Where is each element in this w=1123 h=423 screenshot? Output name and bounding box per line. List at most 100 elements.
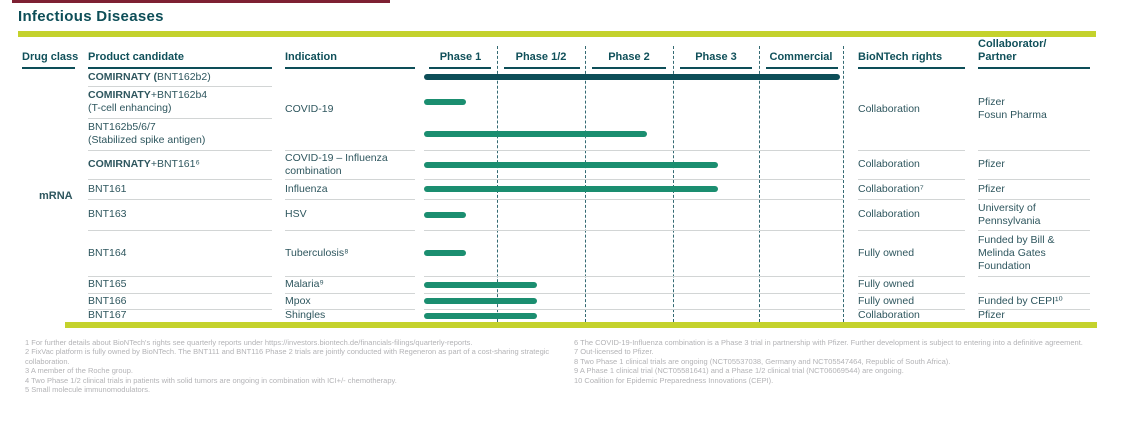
progress-bar xyxy=(424,250,467,256)
phase-divider-dashed xyxy=(585,46,586,322)
column-header-1: Drug class xyxy=(22,51,79,63)
row-separator xyxy=(285,179,415,180)
footnote-item: 7 Out-licensed to Pfizer. xyxy=(574,347,654,357)
product-name-segment: BNT162b2) xyxy=(157,70,211,83)
row-separator xyxy=(424,230,843,231)
phase-divider-dashed xyxy=(759,46,760,322)
column-header-2: Product candidate xyxy=(88,51,184,63)
product-name-segment: +BNT161⁶ xyxy=(150,158,200,170)
row-separator xyxy=(88,179,272,180)
partner-cell: Pfizer xyxy=(978,182,1005,195)
row-separator xyxy=(858,199,965,200)
row-separator xyxy=(858,293,965,294)
row-separator xyxy=(978,276,1090,277)
rights-cell: Collaboration⁷ xyxy=(858,182,924,195)
row-separator xyxy=(285,309,415,310)
phase-divider-dashed xyxy=(843,46,844,322)
indication-cell: COVID-19 – Influenza combination xyxy=(285,151,388,177)
row-separator xyxy=(88,309,272,310)
row-separator xyxy=(285,293,415,294)
product-cell: COMIRNATY (BNT162b2) xyxy=(88,68,274,86)
partner-cell: Funded by Bill & Melinda Gates Foundatio… xyxy=(978,233,1055,272)
rights-cell: Fully owned xyxy=(858,294,915,307)
phase-divider-dashed xyxy=(673,46,674,322)
partner-cell: University of Pennsylvania xyxy=(978,201,1041,227)
drug-class-label: mRNA xyxy=(39,190,73,202)
progress-bar xyxy=(424,282,537,288)
title-divider-bar xyxy=(18,31,1096,37)
indication-cell: Influenza xyxy=(285,182,328,195)
row-separator xyxy=(88,230,272,231)
rights-cell: Fully owned xyxy=(858,246,915,259)
progress-bar xyxy=(424,131,647,137)
column-header-underline xyxy=(766,67,838,69)
row-separator xyxy=(424,150,843,151)
product-name-segment: BNT164 xyxy=(88,246,127,259)
column-header-underline xyxy=(88,67,272,69)
row-separator xyxy=(978,230,1090,231)
row-separator xyxy=(285,276,415,277)
row-separator xyxy=(978,293,1090,294)
footnote-item: 1 For further details about BioNTech's r… xyxy=(25,338,473,347)
product-name-segment: BNT161 xyxy=(88,182,127,195)
row-separator xyxy=(88,293,272,294)
row-separator xyxy=(88,118,272,119)
footnote-item: 5 Small molecule immunomodulators. xyxy=(25,385,151,395)
rights-cell: Collaboration xyxy=(858,158,920,170)
row-separator xyxy=(285,230,415,231)
indication-cell: Malaria⁹ xyxy=(285,278,324,290)
product-cell: BNT166 xyxy=(88,293,274,309)
product-cell: BNT167 xyxy=(88,309,274,322)
column-header-underline xyxy=(504,67,580,69)
column-header-underline xyxy=(680,67,752,69)
row-separator xyxy=(978,309,1090,310)
product-name-segment: BNT163 xyxy=(88,208,127,220)
product-name-segment: COMIRNATY ( xyxy=(88,70,158,83)
product-name-segment: BNT167 xyxy=(88,309,127,321)
footnote-item: 6 The COVID-19-Influenza combination is … xyxy=(574,338,1083,347)
column-header-underline xyxy=(285,67,415,69)
product-cell: BNT165 xyxy=(88,276,274,293)
progress-bar xyxy=(424,162,718,168)
row-separator xyxy=(424,276,843,277)
product-cell: BNT161 xyxy=(88,179,274,199)
product-name-segment: COMIRNATY xyxy=(88,158,151,170)
footnote-item: 4 Two Phase 1/2 clinical trials in patie… xyxy=(25,375,397,385)
footnotes-right: 6 The COVID-19-Influenza combination is … xyxy=(574,338,1122,385)
product-cell: COMIRNATY+BNT162b4 (T-cell enhancing) xyxy=(88,86,274,118)
row-separator xyxy=(978,179,1090,180)
rights-cell: Fully owned xyxy=(858,278,915,290)
cropped-top-artifact xyxy=(12,0,390,3)
row-separator xyxy=(424,179,843,180)
column-header-3: Indication xyxy=(285,51,337,63)
rights-cell: Collaboration xyxy=(858,208,920,220)
partner-cell: Funded by CEPI¹⁰ xyxy=(978,294,1063,307)
footnotes-left: 1 For further details about BioNTech's r… xyxy=(25,338,573,394)
indication-cell: Tuberculosis⁸ xyxy=(285,246,349,259)
partner-cell: Pfizer xyxy=(978,309,1005,321)
rights-cell-covid-group: Collaboration xyxy=(858,102,920,115)
column-header-underline xyxy=(978,67,1090,69)
product-name-segment: BNT165 xyxy=(88,278,127,290)
product-cell: BNT163 xyxy=(88,199,274,230)
rights-cell: Collaboration xyxy=(858,309,920,321)
product-cell: COMIRNATY+BNT161⁶ xyxy=(88,150,274,179)
product-name-segment: BNT162b5/6/7 xyxy=(88,121,156,133)
progress-bar xyxy=(424,298,537,304)
indication-cell: Mpox xyxy=(285,294,311,307)
indication-cell: Shingles xyxy=(285,309,326,321)
product-name-segment: +BNT162b4 xyxy=(150,89,208,101)
row-separator xyxy=(424,199,843,200)
progress-bar xyxy=(424,186,718,192)
column-header-9: BioNTech rights xyxy=(858,51,943,63)
bottom-divider-bar xyxy=(65,322,1097,328)
footnote-item: 3 A member of the Roche group. xyxy=(25,366,133,376)
product-cell: BNT162b5/6/7 (Stabilized spike antigen) xyxy=(88,118,274,150)
footnote-item: 2 FixVac platform is fully owned by BioN… xyxy=(25,347,550,366)
row-separator xyxy=(88,276,272,277)
column-header-underline xyxy=(592,67,666,69)
column-header-5: Phase 1/2 xyxy=(515,51,567,63)
page-title: Infectious Diseases xyxy=(18,8,164,25)
column-header-underline xyxy=(22,67,75,69)
